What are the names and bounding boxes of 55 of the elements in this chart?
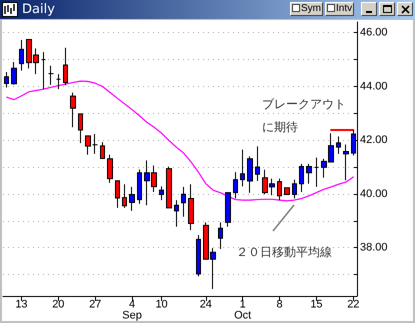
y-tick-label: 44.00: [360, 80, 388, 92]
x-tick-label: 13: [15, 298, 28, 310]
candlestick: [299, 163, 304, 193]
y-tick-label: 42.00: [360, 134, 388, 146]
toggle-button: Intv: [325, 2, 354, 16]
candlestick: [292, 179, 297, 199]
candlestick: [218, 222, 223, 250]
candlestick: [63, 47, 68, 86]
candlestick: [196, 234, 201, 277]
y-tick-label: 38.00: [360, 242, 388, 254]
candlestick: [240, 149, 245, 187]
candlestick: [174, 200, 179, 228]
line-series: [6, 80, 354, 202]
candlestick: [284, 187, 290, 195]
candlestick: [188, 184, 194, 231]
candlestick: [233, 172, 238, 199]
candlestick: [343, 144, 349, 181]
candlestick: [56, 74, 61, 90]
candlestick: [107, 154, 113, 184]
x-tick-label: 24: [200, 298, 212, 310]
candlestick: [306, 163, 312, 184]
chart-title: Daily: [22, 2, 55, 17]
candlestick: [122, 184, 127, 208]
candlestick: [70, 92, 76, 128]
candlestick: [11, 62, 17, 86]
x-tick-label: 27: [89, 298, 102, 310]
y-tick-label: 40.00: [360, 188, 388, 200]
x-tick-label: 10: [155, 298, 168, 310]
candlestick: [48, 65, 54, 86]
x-tick-label: 20: [52, 298, 64, 310]
toggle-button: Sym: [290, 2, 323, 16]
candlestick: [159, 186, 164, 201]
x-tick-label: 8: [276, 298, 283, 310]
candlestick: [277, 178, 282, 201]
candlestick: [225, 192, 231, 228]
x-tick-label: 22: [347, 298, 360, 310]
candlestick: [19, 40, 24, 72]
y-tick-label: 46.00: [360, 26, 388, 39]
candlestick: [336, 136, 341, 154]
candlestick: [137, 168, 142, 204]
candlestick: [4, 71, 9, 88]
annotation: ブレークアウト: [262, 97, 346, 111]
candlestick: [129, 186, 135, 212]
candlestick: [78, 113, 83, 144]
annotation: ２０日移動平均線: [236, 245, 332, 259]
candlestick: [166, 166, 172, 208]
candlestick: [41, 52, 46, 90]
candlestick: [115, 180, 120, 208]
x-tick-label: 15: [310, 298, 323, 310]
candlestick: [247, 156, 253, 194]
candlestick: [181, 186, 186, 218]
candlestick: [314, 157, 319, 188]
candlestick: [100, 142, 105, 159]
candlestick: [255, 146, 260, 182]
annotation: に期待: [262, 120, 298, 134]
